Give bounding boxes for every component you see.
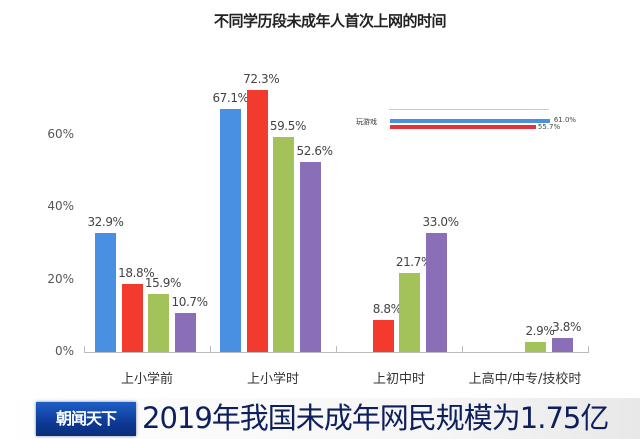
inset-category-label: 玩游戏 — [356, 118, 377, 126]
category-label: 上小学时 — [246, 372, 299, 387]
bar — [372, 320, 394, 352]
bar — [552, 338, 574, 352]
bar — [175, 313, 197, 352]
bar — [220, 109, 241, 352]
news-headline: 2019年我国未成年网民规模为1.75亿 — [142, 401, 609, 435]
inset-value-label: 61.0% — [553, 116, 577, 124]
x-axis-tick — [336, 346, 337, 352]
bar — [148, 294, 170, 352]
inset-value-label: 55.7% — [537, 123, 561, 131]
inset-chart: 玩游戏 61.0% 55.7% — [352, 104, 600, 140]
bar-value-label: 33.0% — [422, 214, 460, 229]
bar — [121, 283, 143, 352]
bar — [246, 90, 268, 352]
bar-value-label: 10.7% — [171, 295, 209, 310]
bar — [426, 232, 448, 352]
x-axis-tick — [210, 346, 211, 352]
bar-value-label: 21.7% — [395, 255, 433, 270]
bar — [300, 161, 322, 352]
bar-value-label: 59.5% — [269, 118, 307, 133]
y-tick-60: 60% — [47, 127, 74, 141]
x-axis — [84, 352, 589, 353]
bar-value-label: 32.9% — [87, 214, 124, 229]
bar-value-label: 18.8% — [118, 265, 155, 280]
bar — [95, 232, 116, 352]
category-label: 上小学前 — [120, 372, 173, 387]
category-label: 上高中/中专/技校时 — [468, 372, 582, 387]
category-label: 上初中时 — [372, 372, 425, 387]
bar-value-label: 8.8% — [372, 302, 402, 317]
bar-value-label: 52.6% — [296, 143, 334, 158]
x-axis-tick — [588, 346, 589, 352]
bar-value-label: 72.3% — [243, 72, 280, 87]
inset-gridline — [389, 109, 549, 110]
bar-value-label: 15.9% — [144, 276, 182, 291]
inset-bar — [390, 119, 550, 123]
y-tick-20: 20% — [47, 272, 74, 286]
chart-title: 不同学历段未成年人首次上网的时间 — [213, 12, 447, 30]
program-logo: 朝闻天下 — [36, 402, 136, 436]
inset-bar — [390, 125, 536, 129]
bar — [273, 136, 295, 352]
bar-value-label: 3.8% — [552, 320, 582, 335]
bar — [399, 273, 421, 352]
bar — [525, 341, 547, 352]
x-axis-tick — [462, 346, 463, 352]
x-axis-tick — [84, 346, 85, 352]
bar-value-label: 67.1% — [212, 91, 249, 106]
y-tick-0: 0% — [54, 344, 74, 358]
y-tick-40: 40% — [47, 199, 74, 213]
bar-value-label: 2.9% — [525, 323, 555, 338]
